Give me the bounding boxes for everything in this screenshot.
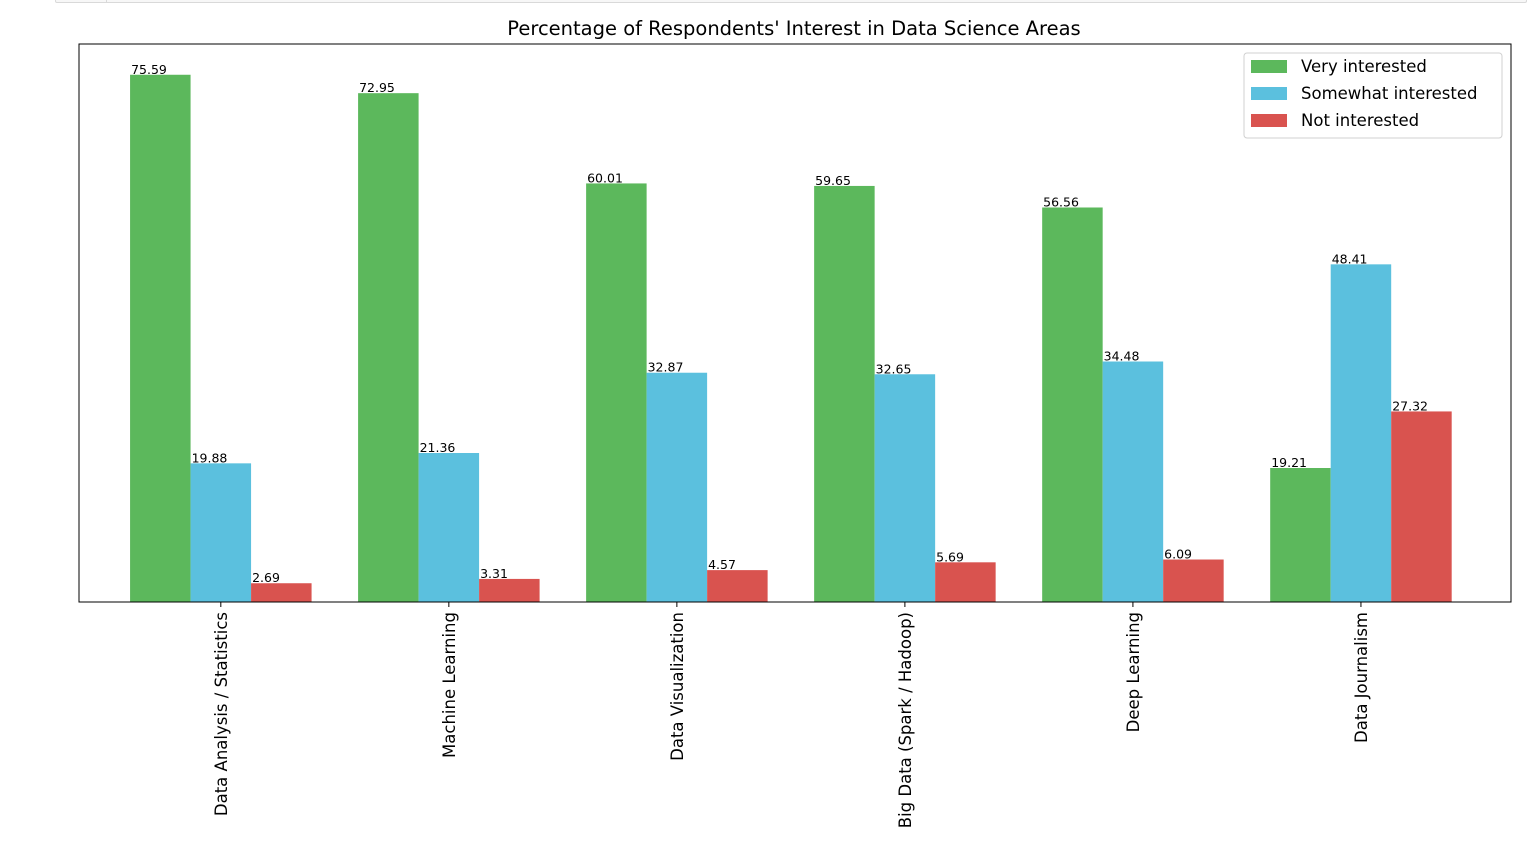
legend-label-not-interested: Not interested (1301, 111, 1419, 130)
value-label-somewhat-interested-data-analysis-statistics: 19.88 (192, 450, 228, 465)
value-label-somewhat-interested-data-journalism: 48.41 (1332, 251, 1368, 266)
x-tick-label-data-analysis-statistics: Data Analysis / Statistics (212, 612, 231, 816)
bar-somewhat-interested-data-journalism (1330, 264, 1392, 602)
value-label-not-interested-big-data-spark-hadoop: 5.69 (936, 549, 964, 564)
value-label-not-interested-data-analysis-statistics: 2.69 (252, 570, 280, 585)
legend-frame (1243, 52, 1503, 139)
value-label-very-interested-deep-learning: 56.56 (1043, 194, 1079, 209)
chart-title: Percentage of Respondents' Interest in D… (507, 17, 1080, 40)
bar-not-interested-data-journalism (1391, 411, 1452, 602)
value-label-not-interested-data-visualization: 4.57 (708, 557, 736, 572)
bar-somewhat-interested-big-data-spark-hadoop (874, 374, 936, 602)
bar-not-interested-big-data-spark-hadoop (935, 562, 996, 602)
value-label-not-interested-machine-learning: 3.31 (480, 566, 508, 581)
value-label-very-interested-machine-learning: 72.95 (359, 80, 395, 95)
x-ticks-group: Data Analysis / Statistics Machine Learni… (212, 602, 1371, 828)
plot-frame (78, 43, 1512, 603)
value-label-somewhat-interested-machine-learning: 21.36 (420, 440, 456, 455)
bar-very-interested-big-data-spark-hadoop (814, 185, 875, 602)
value-label-somewhat-interested-big-data-spark-hadoop: 32.65 (876, 361, 912, 376)
x-tick-label-deep-learning: Deep Learning (1124, 612, 1143, 732)
legend-swatch-somewhat-interested (1251, 87, 1287, 100)
bar-not-interested-data-visualization (707, 570, 768, 602)
legend-label-very-interested: Very interested (1301, 57, 1427, 76)
value-label-somewhat-interested-deep-learning: 34.48 (1104, 349, 1140, 364)
value-label-somewhat-interested-data-visualization: 32.87 (648, 360, 684, 375)
notebook-cell-edge (55, 0, 1527, 3)
bar-somewhat-interested-deep-learning (1102, 361, 1164, 602)
x-tick-label-big-data-spark-hadoop: Big Data (Spark / Hadoop) (896, 612, 915, 828)
bar-somewhat-interested-data-visualization (646, 372, 708, 602)
value-label-not-interested-deep-learning: 6.09 (1164, 547, 1192, 562)
bar-not-interested-data-analysis-statistics (251, 583, 312, 602)
bar-very-interested-machine-learning (358, 93, 419, 603)
value-label-very-interested-big-data-spark-hadoop: 59.65 (815, 173, 851, 188)
legend-swatch-not-interested (1251, 114, 1287, 127)
x-tick-label-data-journalism: Data Journalism (1352, 612, 1371, 743)
x-tick-label-machine-learning: Machine Learning (440, 612, 459, 758)
bar-very-interested-data-analysis-statistics (130, 74, 191, 602)
legend: Very interested Somewhat interested Not in… (1243, 52, 1503, 139)
bar-very-interested-data-visualization (586, 183, 647, 602)
x-tick-label-data-visualization: Data Visualization (668, 612, 687, 761)
value-label-very-interested-data-journalism: 19.21 (1271, 455, 1307, 470)
bar-not-interested-machine-learning (479, 578, 540, 602)
bar-somewhat-interested-data-analysis-statistics (190, 463, 252, 602)
bar-very-interested-data-journalism (1270, 468, 1331, 602)
bars-group (130, 74, 1452, 603)
cell-prompt-divider (106, 0, 107, 2)
legend-label-somewhat-interested: Somewhat interested (1301, 84, 1478, 103)
value-label-very-interested-data-visualization: 60.01 (587, 170, 623, 185)
value-labels-group: 75.59 19.88 2.69 72.95 21.36 3.31 60.01 32.87 4.… (131, 62, 1428, 585)
value-label-not-interested-data-journalism: 27.32 (1392, 398, 1428, 413)
bar-somewhat-interested-machine-learning (418, 453, 480, 602)
value-label-very-interested-data-analysis-statistics: 75.59 (131, 62, 167, 77)
bar-very-interested-deep-learning (1042, 207, 1103, 603)
bar-not-interested-deep-learning (1163, 559, 1224, 602)
legend-swatch-very-interested (1251, 60, 1287, 73)
